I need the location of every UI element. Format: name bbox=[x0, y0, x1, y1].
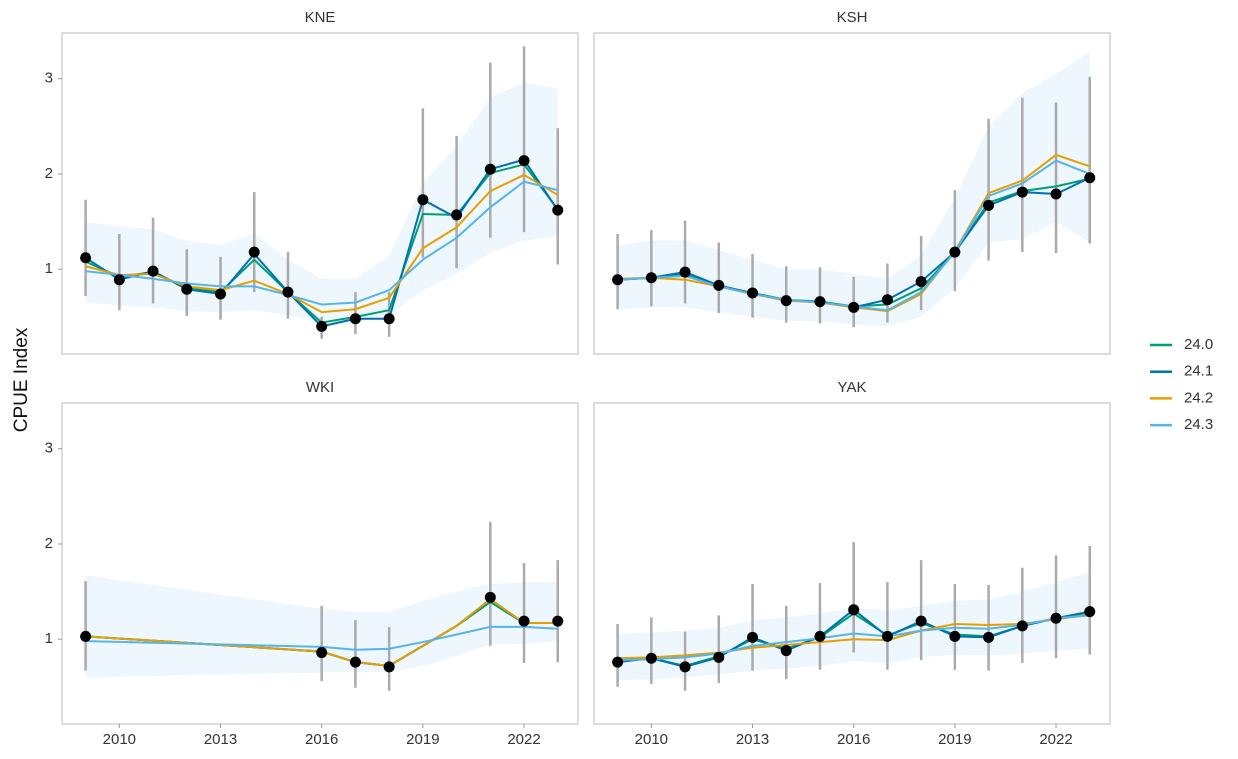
series-line bbox=[85, 625, 558, 651]
observed-point bbox=[484, 591, 496, 603]
observed-point bbox=[282, 286, 294, 298]
panel bbox=[593, 402, 1111, 725]
x-tick-label: 2013 bbox=[736, 731, 769, 748]
legend-label: 24.2 bbox=[1184, 389, 1213, 406]
observed-point bbox=[552, 204, 564, 216]
x-tick-label: 2010 bbox=[103, 731, 136, 748]
legend-label: 24.3 bbox=[1184, 416, 1213, 433]
observed-point bbox=[612, 274, 624, 286]
observed-point bbox=[316, 647, 328, 659]
observed-point bbox=[484, 163, 496, 175]
observed-point bbox=[181, 283, 193, 295]
observed-point bbox=[747, 631, 759, 643]
observed-point bbox=[80, 252, 92, 264]
observed-point bbox=[881, 630, 893, 642]
legend-label: 24.1 bbox=[1184, 363, 1213, 380]
x-tick-label: 2019 bbox=[938, 731, 971, 748]
observed-point bbox=[645, 652, 657, 664]
observed-point bbox=[780, 645, 792, 657]
observed-point bbox=[679, 661, 691, 673]
observed-point bbox=[747, 287, 759, 299]
confidence-band bbox=[85, 82, 558, 324]
series-line bbox=[85, 597, 558, 667]
panel bbox=[61, 32, 579, 355]
observed-point bbox=[848, 301, 860, 313]
observed-point bbox=[349, 656, 361, 668]
observed-point bbox=[881, 294, 893, 306]
panel-title: WKI bbox=[306, 379, 334, 396]
observed-point bbox=[949, 246, 961, 258]
x-tick-label: 2016 bbox=[305, 731, 338, 748]
y-tick-label: 3 bbox=[45, 440, 53, 457]
observed-point bbox=[645, 272, 657, 284]
observed-point bbox=[915, 276, 927, 288]
observed-point bbox=[1016, 186, 1028, 198]
observed-point bbox=[915, 615, 927, 627]
panel-title: YAK bbox=[838, 379, 867, 396]
observed-point bbox=[1050, 612, 1062, 624]
y-tick-label: 2 bbox=[45, 165, 53, 182]
x-tick-label: 2019 bbox=[406, 731, 439, 748]
observed-point bbox=[80, 630, 92, 642]
observed-point bbox=[383, 313, 395, 325]
x-tick-label: 2016 bbox=[837, 731, 870, 748]
observed-point bbox=[612, 656, 624, 668]
observed-point bbox=[417, 194, 429, 206]
y-tick-label: 1 bbox=[45, 630, 53, 647]
series-line bbox=[617, 614, 1090, 662]
observed-point bbox=[147, 265, 159, 277]
y-axis-label: CPUE Index bbox=[11, 327, 32, 432]
x-tick-label: 2010 bbox=[635, 731, 668, 748]
observed-point bbox=[983, 199, 995, 211]
observed-point bbox=[780, 295, 792, 307]
observed-point bbox=[679, 266, 691, 278]
observed-point bbox=[1084, 172, 1096, 184]
observed-point bbox=[1016, 620, 1028, 632]
y-tick-label: 1 bbox=[45, 260, 53, 277]
observed-point bbox=[814, 296, 826, 308]
observed-point bbox=[713, 279, 725, 291]
observed-point bbox=[1050, 188, 1062, 200]
legend-label: 24.0 bbox=[1184, 336, 1213, 353]
panel-title: KNE bbox=[305, 9, 336, 26]
series-line bbox=[85, 173, 559, 314]
series-line bbox=[617, 613, 1090, 660]
panel bbox=[61, 402, 579, 725]
x-tick-label: 2022 bbox=[507, 731, 540, 748]
observed-point bbox=[848, 604, 860, 616]
observed-point bbox=[1084, 606, 1096, 618]
observed-point bbox=[451, 209, 463, 221]
observed-point bbox=[383, 661, 395, 673]
observed-point bbox=[113, 274, 125, 286]
observed-point bbox=[552, 615, 564, 627]
x-tick-label: 2013 bbox=[204, 731, 237, 748]
observed-point bbox=[215, 288, 227, 300]
observed-point bbox=[518, 155, 530, 167]
observed-point bbox=[316, 320, 328, 332]
series-line bbox=[85, 180, 559, 306]
observed-point bbox=[983, 631, 995, 643]
observed-point bbox=[949, 630, 961, 642]
panel-title: KSH bbox=[837, 9, 868, 26]
observed-point bbox=[713, 651, 725, 663]
observed-point bbox=[349, 313, 361, 325]
observed-point bbox=[814, 630, 826, 642]
observed-point bbox=[248, 246, 260, 258]
y-tick-label: 3 bbox=[45, 70, 53, 87]
x-tick-label: 2022 bbox=[1039, 731, 1072, 748]
confidence-band bbox=[617, 52, 1090, 327]
observed-point bbox=[518, 615, 530, 627]
y-tick-label: 2 bbox=[45, 535, 53, 552]
